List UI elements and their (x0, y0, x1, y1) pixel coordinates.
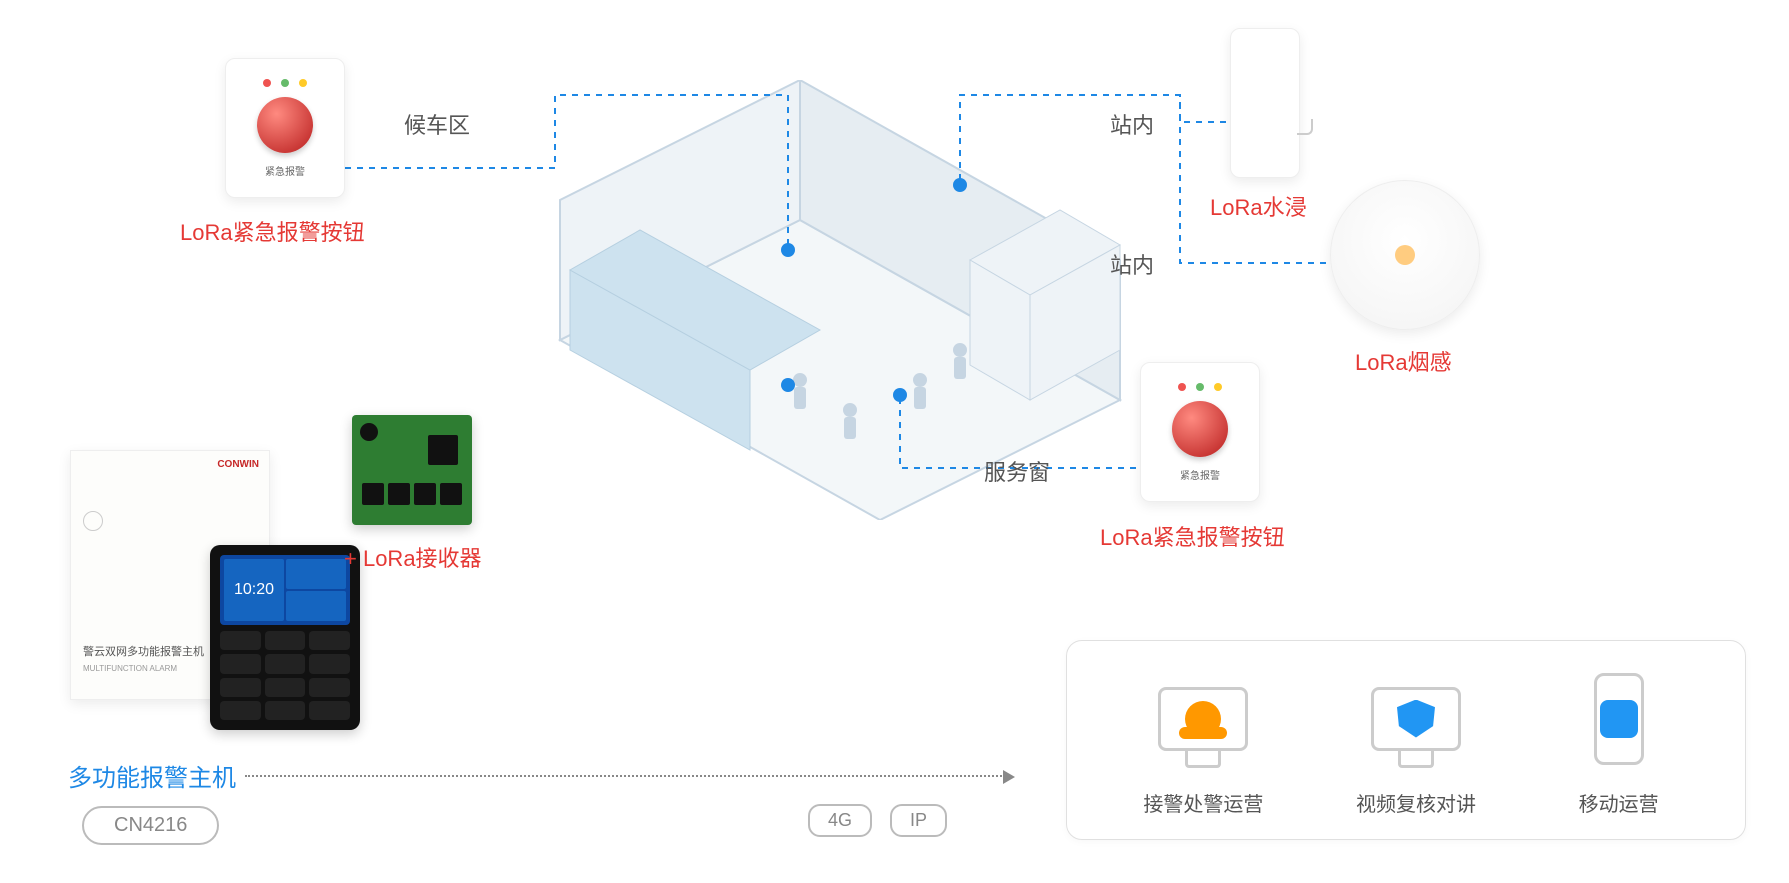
service-alarm-ops: 接警处警运营 (1143, 664, 1263, 817)
marker-dot (893, 388, 907, 402)
service-label: 移动运营 (1579, 788, 1659, 817)
label-water-sensor: LoRa水浸 (1210, 190, 1307, 222)
host-model-badge: CN4216 (82, 806, 219, 845)
police-badge-icon (1185, 701, 1221, 737)
service-label: 视频复核对讲 (1356, 788, 1476, 817)
network-pills: 4G IP (808, 804, 947, 837)
alarm-keypad: 10:20 (210, 545, 360, 730)
marker-dot (781, 243, 795, 257)
marker-dot (781, 378, 795, 392)
label-service-window: 服务窗 (984, 455, 1050, 487)
keypad-screen: 10:20 (220, 555, 350, 625)
panic-button-text: 紧急报警 (265, 163, 305, 178)
diagram-canvas: 紧急报警 候车区 LoRa紧急报警按钮 站内 LoRa水浸 站内 LoRa烟感 … (0, 0, 1789, 883)
service-video-intercom: 视频复核对讲 (1356, 664, 1476, 817)
label-lora-receiver: + LoRa接收器 (344, 541, 482, 573)
label-panic-right: LoRa紧急报警按钮 (1100, 520, 1285, 552)
lora-receiver-pcb (352, 415, 472, 525)
service-label: 接警处警运营 (1143, 788, 1263, 817)
pill-ip: IP (890, 804, 947, 837)
lora-water-sensor (1230, 28, 1300, 178)
panel-subtext: MULTIFUNCTION ALARM (83, 664, 177, 673)
panic-button-icon (257, 97, 313, 153)
service-mobile-ops: 移动运营 (1569, 664, 1669, 817)
label-panic-left: LoRa紧急报警按钮 (180, 215, 365, 247)
arrow-to-services (245, 775, 1005, 777)
marker-dot (953, 178, 967, 192)
label-waiting-area: 候车区 (404, 108, 470, 140)
label-host-title: 多功能报警主机 (68, 758, 236, 793)
lora-panic-button-right: 紧急报警 (1140, 362, 1260, 502)
label-in-station-1: 站内 (1110, 108, 1154, 140)
pill-4g: 4G (808, 804, 872, 837)
keypad-time: 10:20 (224, 559, 284, 621)
panic-button-icon (1172, 401, 1228, 457)
app-icon (1600, 700, 1638, 738)
lora-panic-button-left: 紧急报警 (225, 58, 345, 198)
lora-smoke-sensor (1330, 180, 1480, 330)
panel-text: 警云双网多功能报警主机 (83, 643, 204, 659)
panel-brand: CONWIN (217, 459, 259, 470)
shield-icon (1397, 700, 1435, 738)
label-smoke-sensor: LoRa烟感 (1355, 345, 1452, 377)
panic-button-text: 紧急报警 (1180, 467, 1220, 482)
keypad-keys (220, 631, 350, 720)
services-panel: 接警处警运营 视频复核对讲 移动运营 (1066, 640, 1746, 840)
label-in-station-2: 站内 (1110, 248, 1154, 280)
